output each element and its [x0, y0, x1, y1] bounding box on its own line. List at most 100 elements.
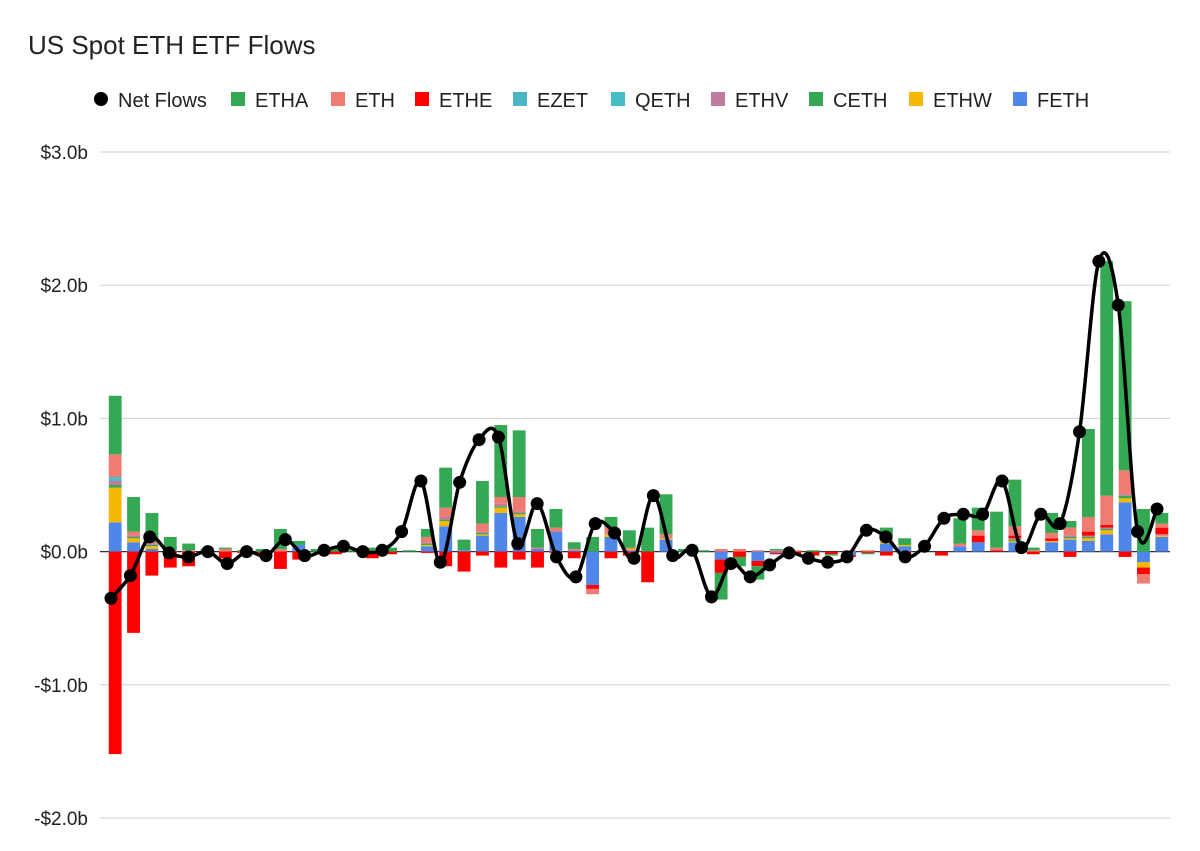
net-flows-point: [937, 511, 951, 525]
bar-segment-ethe: [971, 535, 985, 543]
bar-segment-eth: [1063, 527, 1077, 536]
bar-segment-feth: [1137, 551, 1150, 563]
net-flows-point: [782, 546, 796, 560]
bar-segment-eth: [990, 547, 1003, 551]
bar-segment-eth: [971, 530, 985, 536]
legend-swatch-qeth: [611, 92, 625, 106]
bar-segment-etha: [329, 548, 342, 552]
bar-segment-etha: [769, 548, 783, 551]
legend-swatch-ezet: [513, 92, 527, 106]
bar-segment-ethe: [531, 551, 544, 568]
net-flows-point: [162, 546, 176, 560]
net-flows-point: [1131, 525, 1145, 539]
bar-segment-ethv: [1100, 527, 1114, 529]
net-flows-line: [104, 251, 1164, 605]
net-flows-point: [976, 507, 990, 521]
bar-segment-ceth: [420, 543, 434, 545]
bar-segment-ethe: [641, 551, 655, 583]
bar-segment-ethv: [127, 535, 140, 537]
bar-segment-ethw: [494, 507, 508, 513]
bar-segment-eth: [512, 496, 526, 512]
bar-segment-ethe: [622, 551, 636, 556]
y-tick-label: -$1.0b: [34, 676, 88, 697]
bar-segment-eth: [751, 550, 765, 552]
bar-segment-eth: [567, 548, 581, 551]
bar-segment-ethv: [512, 511, 526, 513]
bar-segment-eth: [218, 548, 232, 552]
bar-segment-ethv: [475, 531, 489, 533]
net-flows-point: [356, 545, 370, 559]
bar-segment-ethe: [218, 551, 232, 559]
bar-segment-eth: [494, 496, 508, 504]
net-flows-point: [801, 551, 815, 565]
bar-segment-ethv: [1008, 538, 1022, 540]
legend-swatch-ethw: [909, 92, 923, 106]
bar-segment-ethe: [1081, 531, 1095, 536]
bar-segment-ethe: [365, 551, 379, 559]
bar-segment-ethe: [1137, 567, 1150, 575]
net-flows-point: [240, 545, 254, 559]
y-axis-labels: $3.0b $2.0b $1.0b $0.0b -$1.0b -$2.0b: [34, 143, 88, 830]
bar-segment-etha: [512, 430, 526, 497]
legend-label-feth: FETH: [1037, 90, 1089, 112]
bar-segment-feth: [1155, 536, 1169, 552]
legend-label-eth: ETH: [355, 90, 395, 112]
y-tick-label: $3.0b: [40, 143, 88, 164]
bar-segment-ceth: [1100, 528, 1114, 531]
bar-segment-ethe: [879, 551, 893, 556]
bar-segment-ethe: [806, 551, 820, 556]
bar-segment-ethe: [935, 551, 948, 556]
net-flows-point: [685, 543, 699, 557]
legend: Net Flows ETHA ETH ETHE EZET QETH ETHV CETH ETHW…: [94, 90, 1089, 112]
bar-segment-etha: [531, 528, 544, 548]
bar-segment-ethw: [1063, 538, 1077, 540]
net-flows-point: [414, 474, 428, 488]
legend-swatch-feth: [1013, 92, 1027, 106]
net-flows-point: [859, 523, 873, 537]
net-flows-point: [995, 474, 1009, 488]
net-flows-point: [588, 517, 602, 531]
net-flows-point: [530, 497, 544, 511]
bar-segment-eth: [1137, 574, 1150, 584]
bar-segment-etha: [549, 508, 563, 528]
bar-segment-ethw: [898, 544, 912, 547]
bar-segment-feth: [420, 546, 434, 552]
legend-label-ezet: EZET: [537, 90, 588, 112]
chart-title: US Spot ETH ETF Flows: [28, 30, 316, 60]
bar-segment-etha: [347, 550, 361, 552]
bar-segment-etha: [420, 528, 434, 537]
bar-segment-feth: [494, 512, 508, 552]
net-flows-point: [1014, 541, 1028, 555]
bar-segment-ethe: [1118, 551, 1132, 557]
bar-segment-eth: [274, 548, 287, 552]
bar-segment-eth: [1118, 470, 1132, 495]
bar-segment-eth: [1155, 523, 1169, 528]
bar-segment-feth: [586, 551, 600, 585]
bar-segment-ethw: [439, 520, 453, 527]
bar-segment-ceth: [1063, 536, 1077, 539]
bar-segment-ethe: [604, 551, 618, 559]
y-tick-label: -$2.0b: [34, 809, 88, 830]
bar-segment-etha: [567, 542, 581, 549]
bar-segment-ethv: [1081, 535, 1095, 537]
bar-segment-ethw: [420, 544, 434, 547]
bar-segment-etha: [1155, 512, 1169, 524]
bar-segment-ethe: [457, 551, 471, 572]
bar-segment-eth: [1026, 550, 1040, 552]
bar-segment-ethe: [494, 551, 508, 568]
bar-segment-eth: [439, 507, 453, 517]
bar-segment-feth: [108, 522, 122, 552]
legend-label-ethv: ETHV: [735, 90, 789, 112]
bar-segment-etha: [218, 547, 232, 549]
legend-label-qeth: QETH: [635, 90, 691, 112]
legend-swatch-ethv: [711, 92, 725, 106]
bar-segment-feth: [1100, 534, 1114, 552]
bar-segment-etha: [402, 550, 416, 552]
bar-segment-ethe: [108, 551, 122, 755]
bar-segment-etha: [898, 538, 912, 545]
bar-segment-etha: [733, 556, 746, 567]
net-flows-point: [821, 555, 835, 569]
net-flows-point: [298, 549, 312, 563]
bar-segment-feth: [1008, 542, 1022, 552]
